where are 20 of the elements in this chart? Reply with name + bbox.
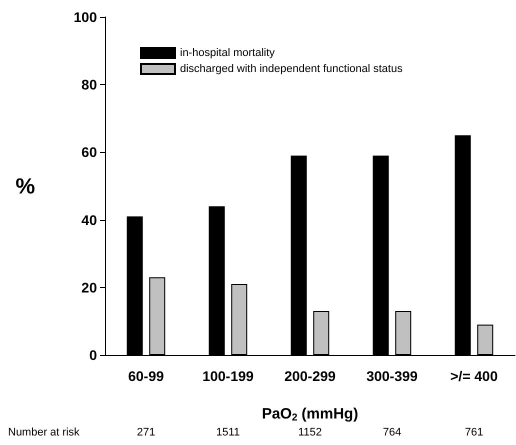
y-tick-label: 80 [81,76,98,93]
y-tick-label: 60 [81,144,98,160]
y-axis-title: % [15,174,35,198]
y-tick-label: 100 [74,9,98,25]
x-tick-label: 60-99 [128,368,164,384]
y-tick-label: 0 [89,347,98,363]
text: 761 [464,426,484,438]
x-tick-label: 300-399 [366,368,418,384]
x-tick-label: >/= 400 [450,368,498,384]
text: 1152 [298,426,322,438]
text: 764 [382,426,402,438]
text: 271 [136,426,156,438]
x-tick-label: 200-299 [284,368,336,384]
x-tick-label: 100-199 [202,368,254,384]
legend-label: discharged with independent functional status [180,63,404,75]
legend-label: in-hospital mortality [180,47,276,59]
text: Number at risk [8,426,80,438]
y-tick-label: 40 [81,212,98,228]
y-tick-label: 20 [81,279,98,296]
text: 1511 [216,426,240,438]
